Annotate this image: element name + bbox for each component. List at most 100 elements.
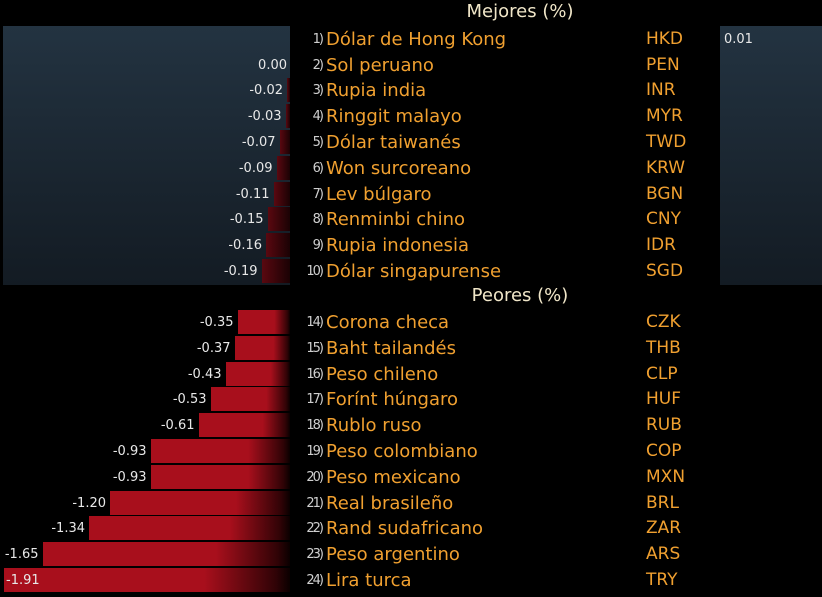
bar [285,104,290,129]
currency-code: MXN [646,466,686,487]
value-label: 0.00 [258,57,287,73]
bar [3,568,290,592]
currency-code: SGD [646,261,684,281]
rank-number: 24) [306,573,324,588]
value-label: -0.02 [249,83,283,99]
value-label: -0.07 [241,135,276,150]
currency-code: COP [646,441,682,461]
best-negative-panel [3,26,290,285]
table-row: -1.91 24) Lira turca TRY [0,568,822,593]
table-row: -0.19 10) Dólar singapurense SGD [0,259,822,284]
rank-number: 17) [306,392,324,408]
currency-name: Corona checa [326,312,450,333]
value-label: -0.11 [235,186,270,202]
section-title: Mejores (%) [466,1,574,22]
currency-code: BRL [646,492,679,513]
bar [225,361,290,386]
value-label: -0.15 [229,212,264,228]
bar [150,464,290,489]
rank-number: 1) [312,31,324,47]
currency-name: Forínt húngaro [326,389,459,411]
rank-number: 5) [312,135,324,150]
currency-name: Baht tailandés [326,337,456,359]
currency-name: Lev búlgaro [326,183,432,205]
currency-code: TRY [646,570,678,590]
currency-code: BGN [646,183,684,204]
rank-number: 15) [306,340,324,356]
table-row: -0.09 6) Won surcoreano KRW [0,155,822,181]
rank-number: 2) [312,57,324,73]
value-label: -1.91 [6,573,40,588]
table-row: 0.01 1) Dólar de Hong Kong HKD [0,27,822,52]
value-label: -0.35 [199,315,234,330]
rank-number: 16) [306,366,324,382]
currency-code: IDR [646,235,676,256]
table-row: -0.11 7) Lev búlgaro BGN [0,181,822,207]
currency-code: CNY [646,209,681,230]
currency-name: Won surcoreano [326,157,472,179]
rank-number: 23) [306,547,324,563]
bar [42,542,290,567]
bar [198,413,290,438]
value-label: -1.65 [4,547,39,563]
table-row: -0.03 4) Ringgit malayo MYR [0,104,822,129]
rank-number: 21) [306,495,324,511]
currency-name: Peso chileno [326,363,439,385]
table-row: -0.15 8) Renminbi chino CNY [0,207,822,232]
bar [237,310,290,334]
rank-number: 18) [306,418,324,434]
currency-name: Dólar singapurense [326,261,502,282]
table-row: -1.65 23) Peso argentino ARS [0,542,822,567]
currency-name: Sol peruano [326,54,434,76]
currency-name: Peso argentino [326,544,460,566]
currency-code: INR [646,80,676,101]
value-label: -1.20 [72,495,106,511]
table-row: -0.61 18) Rublo ruso RUB [0,413,822,438]
value-label: -0.09 [238,160,273,176]
table-row: -0.37 15) Baht tailandés THB [0,335,822,361]
table-row: -0.16 9) Rupia indonesia IDR [0,233,822,258]
bar [234,335,290,360]
rank-number: 3) [312,83,324,99]
currency-name: Dólar de Hong Kong [326,28,507,50]
currency-code: HUF [646,389,682,410]
currency-code: TWD [646,132,687,152]
currency-code: HKD [646,28,684,49]
bar [287,78,290,103]
currency-name: Ringgit malayo [326,106,462,128]
table-row: -0.93 19) Peso colombiano COP [0,439,822,464]
currency-code: PEN [646,54,680,75]
currency-code: CZK [646,312,681,332]
currency-code: RUB [646,415,682,436]
rank-number: 6) [312,160,324,176]
bar [110,490,290,515]
value-label: 0.01 [724,31,753,47]
table-row: -0.35 14) Corona checa CZK [0,310,822,335]
section-title: Peores (%) [471,285,569,306]
rank-number: 10) [306,264,324,279]
value-label: -0.93 [112,469,147,485]
currency-code: THB [646,337,681,358]
value-label: -0.43 [187,366,222,382]
rank-number: 19) [306,444,324,459]
currency-name: Renminbi chino [326,209,465,231]
table-row: -0.93 20) Peso mexicano MXN [0,464,822,490]
table-row: -0.07 5) Dólar taiwanés TWD [0,130,822,155]
rank-number: 9) [312,238,324,254]
value-label: -0.37 [196,340,231,356]
value-label: -0.61 [160,418,195,434]
rank-number: 14) [306,315,324,330]
currency-code: KRW [646,157,686,178]
bar [266,233,290,258]
table-row: -1.34 22) Rand sudafricano ZAR [0,516,822,541]
bar [279,130,290,154]
rank-number: 20) [306,469,324,485]
positive-panel [720,26,822,285]
currency-code: MYR [646,106,683,127]
bar [210,387,290,412]
currency-name: Rupia indonesia [326,235,470,257]
table-row: -0.02 3) Rupia india INR [0,78,822,103]
bar [267,207,290,232]
table-row: -0.43 16) Peso chileno CLP [0,361,822,387]
currency-name: Lira turca [326,570,412,591]
